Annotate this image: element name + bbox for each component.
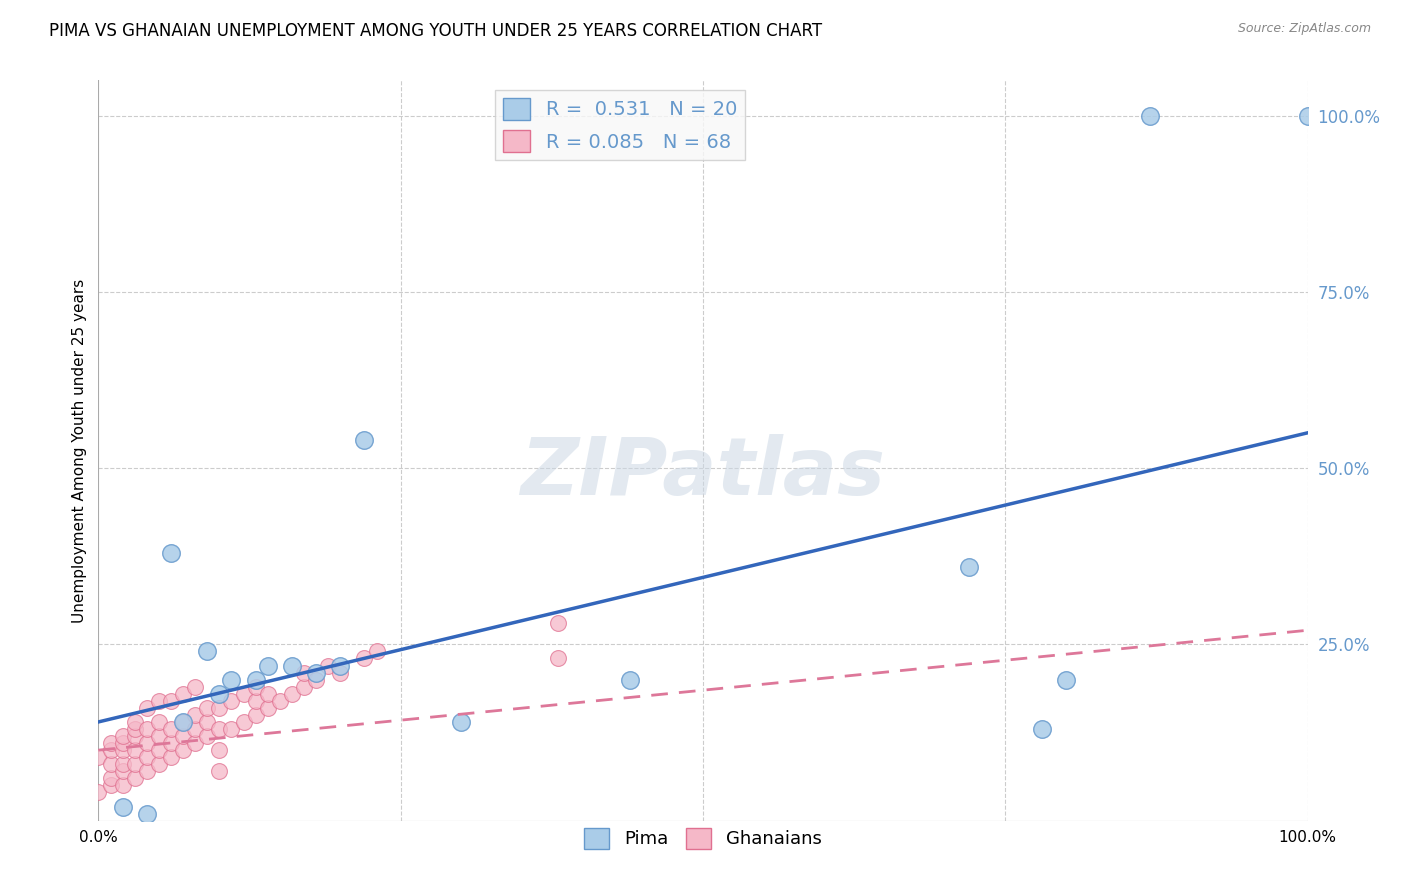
Point bbox=[195, 714, 218, 729]
Point bbox=[195, 729, 218, 743]
Point bbox=[208, 722, 231, 736]
Point bbox=[160, 722, 183, 736]
Point bbox=[195, 701, 218, 715]
Point bbox=[172, 729, 194, 743]
Point bbox=[100, 772, 122, 786]
Point bbox=[245, 694, 267, 708]
Point bbox=[124, 729, 146, 743]
Point bbox=[160, 736, 183, 750]
Point bbox=[124, 743, 146, 757]
Point bbox=[245, 707, 267, 722]
Point bbox=[1139, 109, 1161, 123]
Point bbox=[184, 722, 207, 736]
Point bbox=[232, 714, 254, 729]
Point bbox=[100, 778, 122, 792]
Point bbox=[135, 701, 157, 715]
Point bbox=[221, 673, 243, 687]
Point bbox=[135, 736, 157, 750]
Point bbox=[292, 680, 315, 694]
Point bbox=[184, 707, 207, 722]
Point bbox=[366, 644, 388, 658]
Point bbox=[305, 665, 328, 680]
Point bbox=[208, 764, 231, 779]
Point bbox=[124, 772, 146, 786]
Point bbox=[184, 736, 207, 750]
Point bbox=[1296, 109, 1319, 123]
Point bbox=[208, 701, 231, 715]
Point bbox=[619, 673, 641, 687]
Point bbox=[256, 701, 278, 715]
Point bbox=[221, 722, 243, 736]
Point bbox=[1054, 673, 1077, 687]
Point bbox=[547, 616, 569, 631]
Point bbox=[957, 559, 980, 574]
Point bbox=[124, 714, 146, 729]
Point bbox=[195, 644, 218, 658]
Point bbox=[135, 722, 157, 736]
Point bbox=[148, 694, 170, 708]
Point bbox=[160, 750, 183, 764]
Text: Source: ZipAtlas.com: Source: ZipAtlas.com bbox=[1237, 22, 1371, 36]
Point bbox=[292, 665, 315, 680]
Point bbox=[100, 736, 122, 750]
Point bbox=[547, 651, 569, 665]
Point bbox=[111, 729, 134, 743]
Point bbox=[281, 658, 304, 673]
Point bbox=[111, 778, 134, 792]
Point bbox=[100, 757, 122, 772]
Point bbox=[87, 785, 110, 799]
Point bbox=[124, 722, 146, 736]
Point bbox=[135, 750, 157, 764]
Point bbox=[305, 673, 328, 687]
Point bbox=[148, 757, 170, 772]
Point bbox=[353, 433, 375, 447]
Point bbox=[172, 714, 194, 729]
Point bbox=[208, 743, 231, 757]
Legend: Pima, Ghanaians: Pima, Ghanaians bbox=[576, 821, 830, 856]
Text: ZIPatlas: ZIPatlas bbox=[520, 434, 886, 512]
Point bbox=[111, 743, 134, 757]
Point bbox=[329, 665, 352, 680]
Point bbox=[160, 694, 183, 708]
Point bbox=[184, 680, 207, 694]
Point bbox=[111, 799, 134, 814]
Point bbox=[160, 546, 183, 560]
Point bbox=[221, 694, 243, 708]
Point bbox=[111, 757, 134, 772]
Point bbox=[208, 687, 231, 701]
Point bbox=[256, 658, 278, 673]
Point bbox=[450, 714, 472, 729]
Point bbox=[135, 764, 157, 779]
Y-axis label: Unemployment Among Youth under 25 years: Unemployment Among Youth under 25 years bbox=[72, 278, 87, 623]
Point bbox=[353, 651, 375, 665]
Point bbox=[100, 743, 122, 757]
Point bbox=[1031, 722, 1053, 736]
Point bbox=[124, 757, 146, 772]
Point bbox=[269, 694, 291, 708]
Point bbox=[329, 658, 352, 673]
Text: PIMA VS GHANAIAN UNEMPLOYMENT AMONG YOUTH UNDER 25 YEARS CORRELATION CHART: PIMA VS GHANAIAN UNEMPLOYMENT AMONG YOUT… bbox=[49, 22, 823, 40]
Point bbox=[245, 680, 267, 694]
Point bbox=[148, 743, 170, 757]
Point bbox=[111, 736, 134, 750]
Point bbox=[111, 764, 134, 779]
Point bbox=[245, 673, 267, 687]
Point bbox=[172, 714, 194, 729]
Point bbox=[135, 806, 157, 821]
Point bbox=[256, 687, 278, 701]
Point bbox=[281, 687, 304, 701]
Point bbox=[148, 714, 170, 729]
Point bbox=[172, 743, 194, 757]
Point bbox=[172, 687, 194, 701]
Point bbox=[87, 750, 110, 764]
Point bbox=[316, 658, 339, 673]
Point bbox=[148, 729, 170, 743]
Point bbox=[232, 687, 254, 701]
